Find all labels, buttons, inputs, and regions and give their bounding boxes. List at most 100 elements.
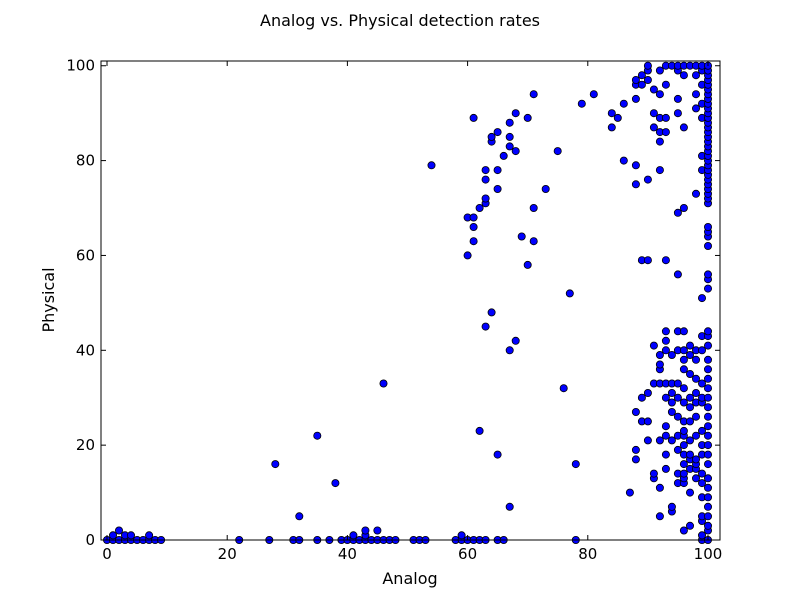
chart-title: Analog vs. Physical detection rates [260, 11, 540, 30]
data-point [704, 365, 713, 374]
data-point [704, 327, 713, 336]
points-layer [103, 61, 713, 545]
x-axis-label: Analog [382, 569, 437, 588]
data-point [704, 241, 713, 250]
data-point [679, 355, 688, 364]
data-point [649, 123, 658, 132]
data-point [631, 445, 640, 454]
data-point [679, 327, 688, 336]
data-point [661, 431, 670, 440]
data-point [109, 531, 118, 540]
data-point [704, 441, 713, 450]
data-point [145, 531, 154, 540]
data-point [686, 341, 695, 350]
data-point [631, 94, 640, 103]
data-point [649, 341, 658, 350]
data-point [553, 147, 562, 156]
data-point [704, 284, 713, 293]
data-point [655, 90, 664, 99]
y-axis-label: Physical [39, 267, 58, 332]
data-point [499, 151, 508, 160]
data-point [698, 531, 707, 540]
data-point [607, 109, 616, 118]
data-point [679, 460, 688, 469]
data-point [493, 184, 502, 193]
data-point [704, 393, 713, 402]
data-point [607, 123, 616, 132]
data-point [643, 417, 652, 426]
data-point [361, 526, 370, 535]
data-point [686, 521, 695, 530]
data-point [655, 66, 664, 75]
data-point [271, 460, 280, 469]
data-point [295, 512, 304, 521]
data-point [679, 384, 688, 393]
data-point [655, 436, 664, 445]
data-point [517, 232, 526, 241]
data-point [511, 336, 520, 345]
data-point [679, 526, 688, 535]
data-point [692, 104, 701, 113]
data-point [686, 403, 695, 412]
x-tick-label: 100 [694, 545, 723, 563]
data-point [469, 237, 478, 246]
data-point [661, 113, 670, 122]
data-point [667, 436, 676, 445]
data-point [631, 161, 640, 170]
x-tick-label: 80 [578, 545, 597, 563]
data-point [667, 502, 676, 511]
data-point [704, 384, 713, 393]
data-point [373, 526, 382, 535]
data-point [692, 412, 701, 421]
y-tick-label: 40 [76, 341, 95, 359]
data-point [679, 398, 688, 407]
data-point [655, 137, 664, 146]
ticks-layer: 0 20 40 60 80 100 0 20 40 60 80 100 [66, 57, 722, 563]
x-tick-label: 40 [338, 545, 357, 563]
data-point [511, 147, 520, 156]
data-point [704, 431, 713, 440]
data-point [631, 76, 640, 85]
data-point [686, 350, 695, 359]
data-point [487, 308, 496, 317]
y-tick-label: 80 [76, 152, 95, 170]
data-point [673, 393, 682, 402]
data-point [643, 388, 652, 397]
data-point [704, 341, 713, 350]
y-tick-label: 20 [76, 436, 95, 454]
data-point [661, 80, 670, 89]
data-point [704, 412, 713, 421]
data-point [631, 407, 640, 416]
data-point [481, 322, 490, 331]
data-point [698, 294, 707, 303]
data-point [679, 441, 688, 450]
data-point [493, 450, 502, 459]
data-point [643, 436, 652, 445]
data-point [667, 398, 676, 407]
data-point [631, 180, 640, 189]
data-point [655, 360, 664, 369]
y-tick-label: 60 [76, 246, 95, 264]
data-point [661, 422, 670, 431]
data-point [529, 203, 538, 212]
data-point [475, 426, 484, 435]
data-point [115, 526, 124, 535]
data-point [127, 531, 136, 540]
data-point [698, 346, 707, 355]
x-tick-label: 20 [218, 545, 237, 563]
data-point [667, 350, 676, 359]
data-point [481, 175, 490, 184]
data-point [692, 455, 701, 464]
data-point [565, 289, 574, 298]
data-point [643, 256, 652, 265]
data-point [679, 71, 688, 80]
data-point [589, 90, 598, 99]
data-point [686, 450, 695, 459]
data-point [379, 379, 388, 388]
data-point [673, 208, 682, 217]
data-point [692, 474, 701, 483]
data-point [571, 460, 580, 469]
data-point [686, 393, 695, 402]
data-point [469, 113, 478, 122]
data-point [679, 123, 688, 132]
